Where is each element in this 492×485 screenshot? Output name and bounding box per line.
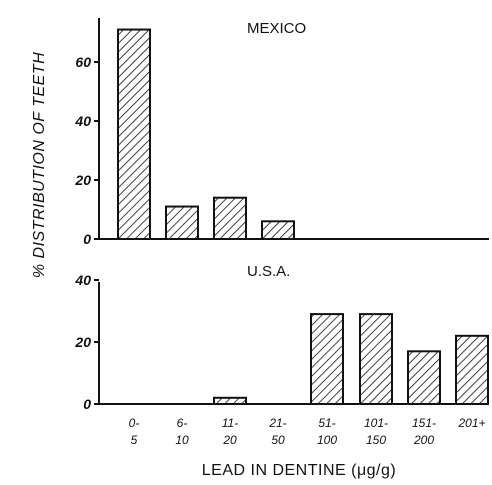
x-tick-label: 20 [222,433,237,447]
x-category-labels: 0- 5 6- 10 11- 20 21- 50 51- 100 101- 150 151- 200 201… [129,416,486,447]
y-tick-label: 60 [75,54,91,70]
panel-title-usa: U.S.A. [247,263,290,280]
y-tick-label: 40 [74,272,91,288]
x-tick-label: 201+ [457,416,485,430]
x-tick-label: 200 [413,433,434,447]
y-axis-label: % DISTRIBUTION OF TEETH [31,52,48,278]
x-tick-label: 100 [317,433,337,447]
x-tick-label: 51- [318,416,335,430]
x-tick-label: 5 [131,433,138,447]
usa-panel: U.S.A. 0 20 40 [74,263,489,412]
mexico-panel: MEXICO 0 20 40 60 [74,18,489,247]
x-tick-label: 150 [366,433,386,447]
y-tick-label: 20 [74,172,91,188]
x-tick-label: 151- [412,416,436,430]
y-tick-label: 0 [83,231,91,247]
y-tick-label: 0 [83,396,91,412]
panel-title-mexico: MEXICO [247,20,306,37]
bar [359,313,393,406]
bar [407,350,441,405]
bar [213,396,247,405]
x-tick-label: 101- [364,416,388,430]
bar [310,313,344,406]
bar [261,220,295,241]
y-tick-label: 40 [74,113,91,129]
x-tick-label: 50 [271,433,285,447]
x-tick-label: 0- [129,416,140,430]
bar [455,334,489,405]
bar [213,196,247,240]
bar [165,205,199,241]
x-tick-label: 6- [177,416,188,430]
x-tick-label: 10 [175,433,189,447]
x-tick-label: 21- [268,416,286,430]
y-tick-label: 20 [74,334,91,350]
x-axis-label: LEAD IN DENTINE (μg/g) [202,462,396,479]
bar [117,28,151,240]
x-tick-label: 11- [222,416,238,430]
